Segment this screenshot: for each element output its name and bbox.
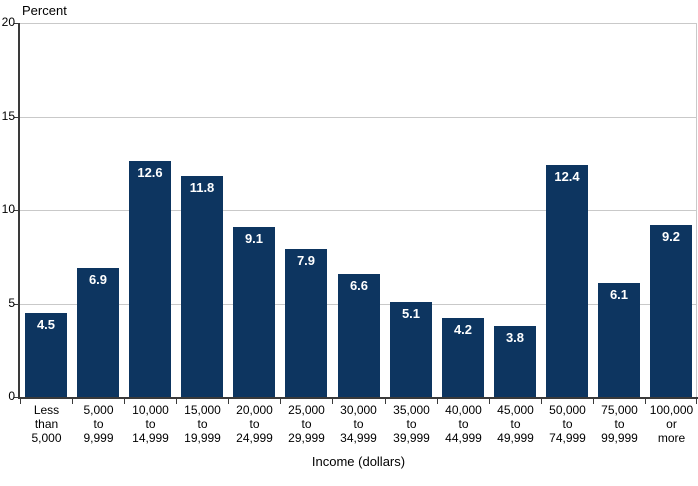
x-tick-mark: [645, 397, 646, 404]
bar: 3.8: [494, 326, 536, 397]
x-tick-label: 40,000 to 44,999: [445, 403, 482, 445]
x-tick-mark: [385, 397, 386, 404]
y-tick-mark: [14, 397, 19, 398]
bar: 7.9: [285, 249, 327, 397]
x-tick-label: 50,000 to 74,999: [549, 403, 586, 445]
x-tick-label: 5,000 to 9,999: [83, 403, 114, 445]
bar-value-label: 4.2: [453, 322, 473, 337]
y-tick-mark: [14, 210, 19, 211]
bar-value-label: 9.2: [661, 229, 681, 244]
x-tick-label: 45,000 to 49,999: [497, 403, 534, 445]
bar: 6.1: [598, 283, 640, 397]
bar-value-label: 6.1: [609, 287, 629, 302]
bar: 4.5: [25, 313, 67, 397]
bar: 5.1: [390, 302, 432, 397]
x-axis-line: [18, 397, 698, 399]
gridline: [20, 210, 697, 211]
y-tick-mark: [14, 304, 19, 305]
x-tick-label: 20,000 to 24,999: [236, 403, 273, 445]
bar: 6.9: [77, 268, 119, 397]
bar-value-label: 3.8: [505, 330, 525, 345]
x-tick-mark: [489, 397, 490, 404]
x-tick-mark: [332, 397, 333, 404]
bar-value-label: 4.5: [36, 317, 56, 332]
x-tick-label: 35,000 to 39,999: [393, 403, 430, 445]
bar-value-label: 7.9: [296, 253, 316, 268]
x-tick-label: Less than 5,000: [31, 403, 62, 445]
y-tick-label: 15: [1, 109, 15, 123]
x-tick-label: 15,000 to 19,999: [184, 403, 221, 445]
x-tick-mark: [541, 397, 542, 404]
bar-value-label: 5.1: [401, 306, 421, 321]
x-tick-mark: [437, 397, 438, 404]
bar-value-label: 11.8: [189, 180, 215, 195]
gridline: [20, 117, 697, 118]
x-tick-label: 75,000 to 99,999: [601, 403, 638, 445]
y-tick-label: 10: [1, 202, 15, 216]
x-tick-label: 30,000 to 34,999: [340, 403, 377, 445]
x-axis-title: Income (dollars): [311, 454, 406, 469]
x-tick-mark: [124, 397, 125, 404]
x-tick-mark: [280, 397, 281, 404]
x-tick-label: 25,000 to 29,999: [288, 403, 325, 445]
y-tick-label: 0: [8, 389, 15, 403]
plot-top-border: [20, 23, 697, 24]
y-axis-title: Percent: [22, 3, 67, 18]
y-tick-mark: [14, 117, 19, 118]
bar: 9.2: [650, 225, 692, 397]
bar-value-label: 6.6: [349, 278, 369, 293]
plot-area: 4.5 6.9 12.6 11.8 9.1 7.9 6.6 5.1 4.2 3.8 12.4 6.1 9…: [20, 23, 697, 397]
bar-value-label: 12.6: [137, 165, 163, 180]
y-tick-label: 5: [8, 296, 15, 310]
bar: 6.6: [338, 274, 380, 397]
bar-value-label: 6.9: [88, 272, 108, 287]
bar: 9.1: [233, 227, 275, 397]
x-tick-mark: [20, 397, 21, 404]
bar: 12.4: [546, 165, 588, 397]
x-tick-mark: [593, 397, 594, 404]
x-tick-label: 10,000 to 14,999: [132, 403, 169, 445]
y-tick-mark: [14, 23, 19, 24]
bar: 11.8: [181, 176, 223, 397]
x-axis-labels: Less than 5,000 5,000 to 9,999 10,000 to 1…: [20, 403, 697, 447]
x-tick-mark: [176, 397, 177, 404]
x-tick-label: 100,000 or more: [649, 403, 694, 445]
x-tick-mark: [72, 397, 73, 404]
y-tick-label: 20: [1, 15, 15, 29]
x-tick-mark: [228, 397, 229, 404]
bar-value-label: 12.4: [554, 169, 580, 184]
y-axis-line: [18, 23, 20, 399]
x-tick-mark: [696, 397, 697, 404]
bar: 4.2: [442, 318, 484, 397]
bar: 12.6: [129, 161, 171, 397]
bar-value-label: 9.1: [244, 231, 264, 246]
